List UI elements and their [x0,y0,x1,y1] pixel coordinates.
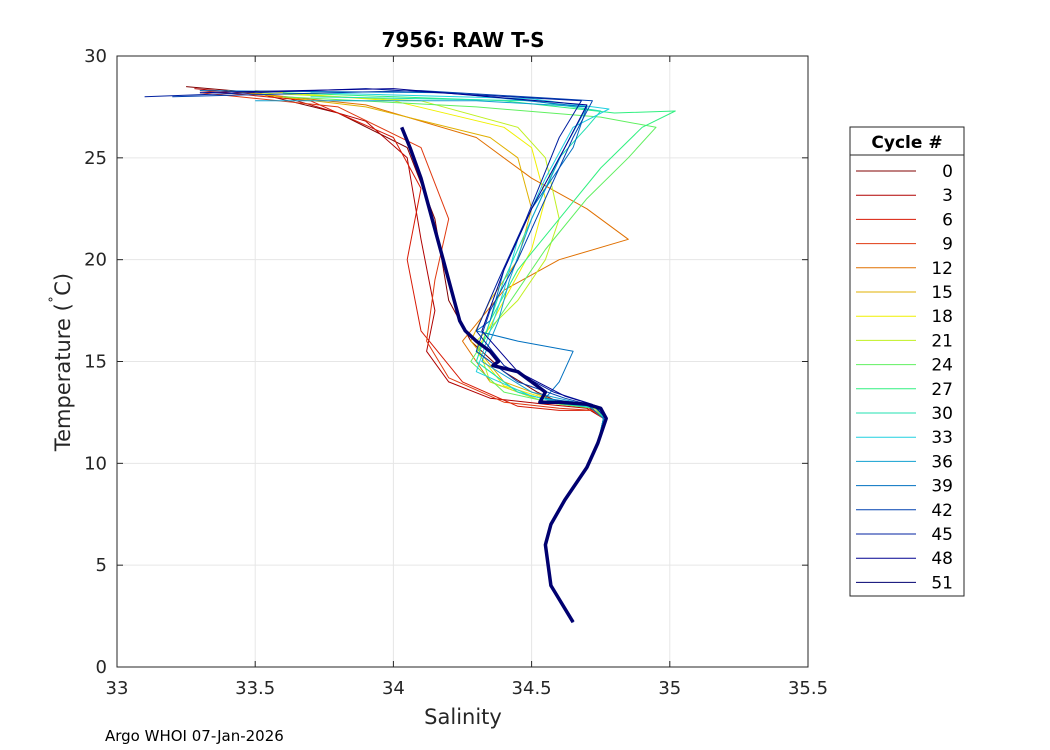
legend-label-51: 51 [931,573,953,593]
legend-label-0: 0 [942,162,953,182]
legend-label-27: 27 [931,380,953,400]
y-tick-label: 5 [96,555,107,576]
x-axis-label: Salinity [424,705,502,729]
legend-label-12: 12 [931,259,953,279]
y-tick-label: 10 [84,453,107,474]
x-tick-label: 35 [658,678,681,699]
y-axis-label: Temperature (˚C) [48,273,75,452]
legend-label-33: 33 [931,428,953,448]
legend-label-3: 3 [942,186,953,206]
legend-label-15: 15 [931,283,953,303]
x-tick-label: 33.5 [235,678,275,699]
y-tick-label: 0 [96,657,107,678]
legend-label-36: 36 [931,452,953,472]
series-line-cycle-51 [400,126,608,624]
y-tick-label: 30 [84,46,107,67]
chart-title: 7956: RAW T-S [381,28,544,52]
legend-label-30: 30 [931,404,953,424]
y-axis-label-degree: ˚ [48,296,66,304]
legend-label-48: 48 [931,549,953,569]
y-axis-label-main: Temperature ( [51,303,75,452]
y-tick-label: 20 [84,250,107,271]
x-tick-label: 33 [106,678,129,699]
legend-label-9: 9 [942,235,953,255]
legend-label-6: 6 [942,210,953,230]
y-tick-label: 15 [84,352,107,373]
legend-title: Cycle # [871,133,942,153]
x-tick-label: 34.5 [512,678,552,699]
y-tick-label: 25 [84,148,107,169]
x-tick-label: 35.5 [788,678,828,699]
x-tick-label: 34 [382,678,405,699]
footer-credit: Argo WHOI 07-Jan-2026 [105,727,284,745]
legend-box [849,126,965,597]
ticks: 33 33.5 34 34.5 35 35.5 0 5 10 15 20 25 30 [84,46,828,699]
series-layer [144,86,676,624]
legend-label-21: 21 [931,331,953,351]
legend-label-39: 39 [931,477,953,497]
legend-label-42: 42 [931,501,953,521]
legend-label-45: 45 [931,525,953,545]
y-axis-label-unit: C) [51,273,75,296]
legend-label-18: 18 [931,307,953,327]
legend-label-24: 24 [931,356,953,376]
